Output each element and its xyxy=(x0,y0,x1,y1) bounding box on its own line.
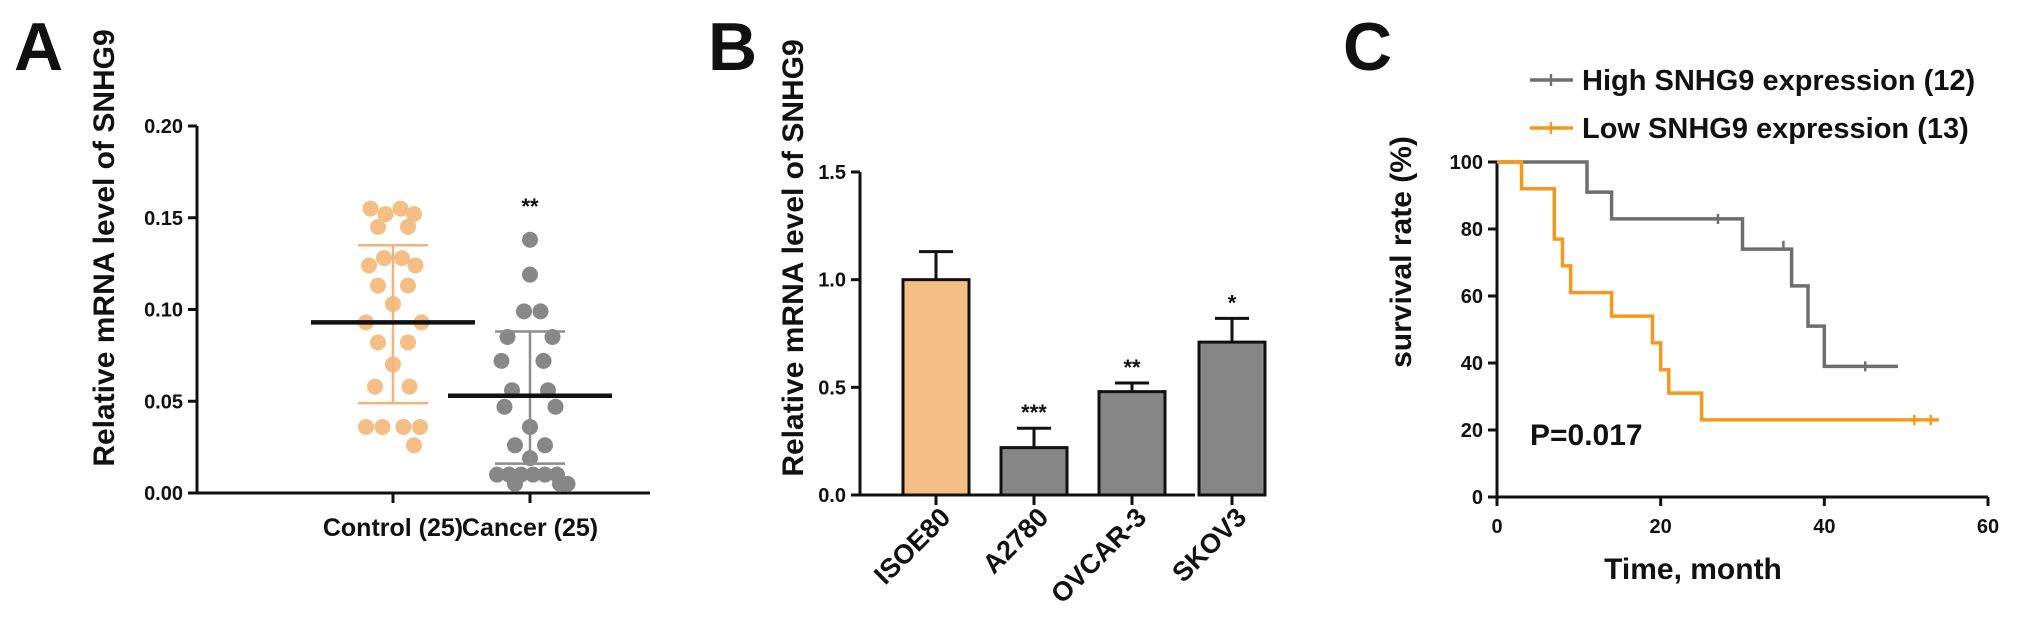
panel-a-data-point xyxy=(361,257,377,274)
panel-c-y-axis-title: survival rate (%) xyxy=(1385,136,1418,368)
panel-a-data-point xyxy=(522,231,538,248)
panel-c-y-tick-label: 60 xyxy=(1461,286,1483,308)
panel-a-data-point xyxy=(516,303,532,320)
panel-b-significance-marker: * xyxy=(1228,290,1237,315)
panel-b-y-tick-label: 1.5 xyxy=(818,162,846,184)
panel-a-data-point xyxy=(394,250,410,267)
panel-c-y-tick-label: 80 xyxy=(1461,219,1483,241)
panel-a-data-point xyxy=(537,437,553,454)
panel-a-data-point xyxy=(507,475,523,492)
panel-b-bar-chart: Relative mRNA level of SNHG9 ISOE80***A2… xyxy=(777,39,1267,609)
panel-label-a: A xyxy=(14,9,63,85)
panel-a-data-point xyxy=(537,466,553,483)
panel-a-data-point xyxy=(535,352,552,369)
panel-c-y-tick-label: 20 xyxy=(1461,420,1483,442)
panel-b-category-label: SKOV3 xyxy=(1166,502,1252,588)
panel-a-data-point xyxy=(400,277,416,294)
panel-b-category-label: A2780 xyxy=(977,502,1054,579)
panel-b-significance-marker: ** xyxy=(1123,355,1141,380)
panel-c-x-tick-label: 20 xyxy=(1650,516,1672,538)
panel-c-x-tick-label: 40 xyxy=(1813,516,1835,538)
panel-b-bar xyxy=(901,278,971,497)
panel-b-bar xyxy=(1097,390,1167,497)
panel-b-y-tick-label: 0.0 xyxy=(818,485,846,507)
panel-b-y-axis-title: Relative mRNA level of SNHG9 xyxy=(777,39,810,476)
panel-b-bar xyxy=(1197,340,1267,497)
panel-a-data-point xyxy=(559,475,576,492)
panel-a-data-point xyxy=(400,218,416,235)
panel-a-data-point xyxy=(407,257,424,274)
panel-a-y-tick-label: 0.10 xyxy=(144,300,183,322)
panel-b-category-label: ISOE80 xyxy=(868,502,956,590)
panel-c-x-axis-title: Time, month xyxy=(1604,553,1782,586)
panel-a-data-point xyxy=(370,334,386,351)
legend-entry: High SNHG9 expression (12) xyxy=(1582,65,1975,97)
panel-a-category-label: Cancer (25) xyxy=(462,514,598,542)
panel-c-survival-curve: survival rate (%) Time, month P=0.017 0 2… xyxy=(1385,65,1999,586)
panel-b-bar xyxy=(999,446,1069,497)
legend-entry: Low SNHG9 expression (13) xyxy=(1582,113,1969,145)
panel-a-data-point xyxy=(374,418,391,435)
panel-a-y-tick-label: 0.05 xyxy=(144,391,183,413)
p-value-annotation: P=0.017 xyxy=(1530,419,1643,452)
panel-a-data-point xyxy=(377,206,394,223)
panel-label-c: C xyxy=(1343,9,1392,85)
panel-a-data-point xyxy=(406,206,422,223)
panel-a-category-label: Control (25) xyxy=(323,514,463,542)
panel-a-data-point xyxy=(544,329,561,346)
panel-b-significance-marker: *** xyxy=(1021,400,1047,425)
panel-a-y-tick-label: 0.20 xyxy=(144,116,183,138)
panel-a-data-point xyxy=(547,398,564,415)
panel-c-y-tick-label: 40 xyxy=(1461,353,1483,375)
panel-a-data-point xyxy=(532,303,549,320)
panel-c-y-tick-label: 0 xyxy=(1472,487,1483,509)
panel-a-data-point xyxy=(406,437,422,454)
panel-c-x-tick-label: 0 xyxy=(1491,516,1502,538)
survival-curve-high xyxy=(1497,160,1898,369)
panel-a-y-axis-title: Relative mRNA level of SNHG9 xyxy=(88,29,121,466)
panel-a-data-point xyxy=(370,277,386,294)
panel-a-data-point xyxy=(525,466,541,483)
survival-curve-low xyxy=(1497,160,1939,422)
panel-a-data-point xyxy=(489,466,505,483)
panel-b-y-tick-label: 0.5 xyxy=(818,377,846,399)
panel-a-data-point xyxy=(412,418,428,435)
panel-c-x-tick-label: 60 xyxy=(1977,516,1999,538)
panel-b-y-tick-label: 1.0 xyxy=(818,270,846,292)
panel-a-data-point xyxy=(522,266,538,283)
panel-a-data-point xyxy=(400,334,416,351)
panel-a-data-point xyxy=(362,200,379,217)
panel-a-significance-marker: ** xyxy=(521,194,539,219)
panel-a-data-point xyxy=(496,398,513,415)
panel-a-data-point xyxy=(392,200,409,217)
panel-a-data-point xyxy=(395,418,412,435)
panel-a-data-point xyxy=(493,352,510,369)
panel-label-b: B xyxy=(708,9,757,85)
panel-a-data-point xyxy=(499,329,516,346)
panel-a-data-point xyxy=(401,378,418,395)
panel-a-data-point xyxy=(376,250,392,267)
panel-a-y-tick-label: 0.00 xyxy=(144,483,183,505)
panel-a-data-point xyxy=(367,378,383,395)
panel-a-scatter-plot: Relative mRNA level of SNHG9 0.00 0.05 0.1… xyxy=(88,29,650,542)
panel-a-data-point xyxy=(507,437,523,454)
panel-a-data-point xyxy=(358,418,374,435)
panel-c-y-tick-label: 100 xyxy=(1450,152,1483,174)
panel-b-category-label: OVCAR-3 xyxy=(1045,502,1152,609)
panel-a-y-tick-label: 0.15 xyxy=(144,208,183,230)
panel-a-data-point xyxy=(370,218,386,235)
